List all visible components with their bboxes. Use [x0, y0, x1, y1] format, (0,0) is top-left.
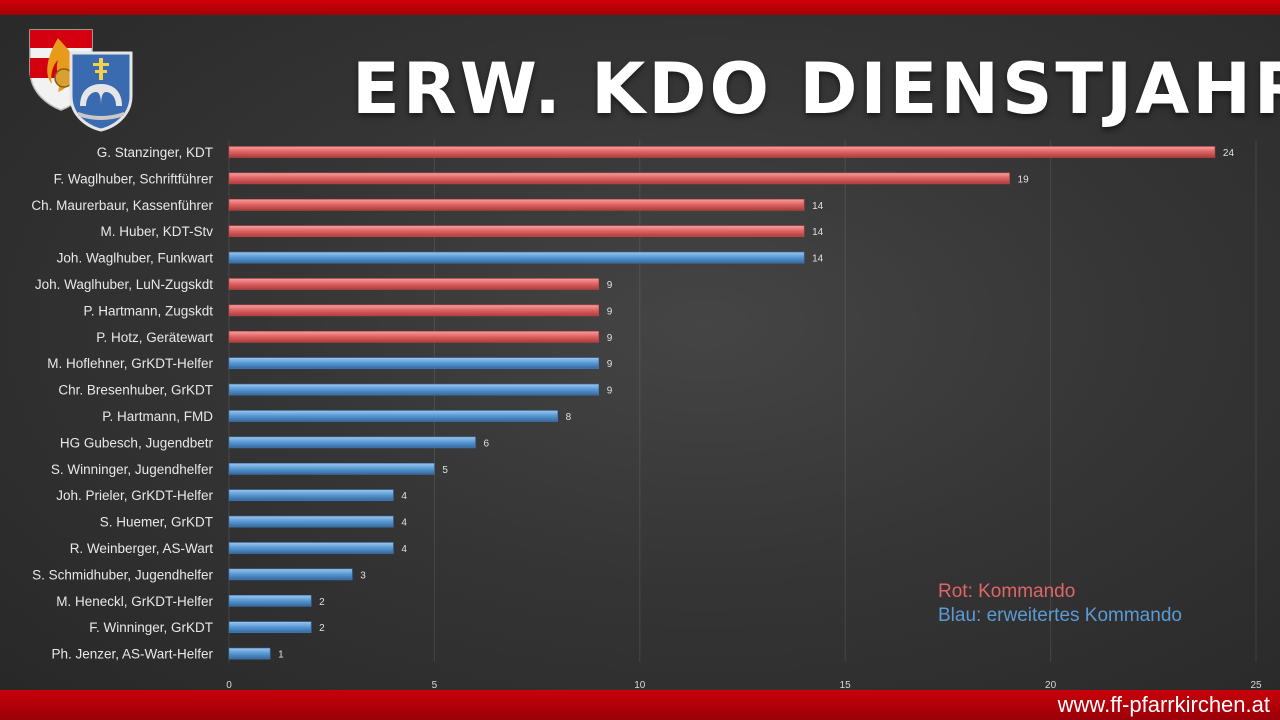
bar: [228, 542, 394, 554]
category-label: P. Hartmann, FMD: [102, 409, 213, 424]
bar: [228, 251, 805, 264]
category-label: M. Huber, KDT-Stv: [100, 224, 213, 239]
data-label: 3: [360, 570, 366, 581]
x-axis-ticks: 0 5 10 15 20 25: [226, 680, 1262, 691]
category-label: F. Winninger, GrKDT: [89, 620, 213, 635]
data-label: 14: [812, 254, 824, 265]
data-label: 2: [319, 597, 325, 608]
bar: [228, 357, 600, 370]
x-tick-label: 10: [634, 680, 646, 691]
data-label: 4: [401, 491, 407, 502]
x-tick-label: 15: [840, 680, 852, 691]
data-label: 14: [812, 201, 824, 212]
bar: [228, 199, 805, 211]
category-label: M. Heneckl, GrKDT-Helfer: [56, 594, 213, 609]
bar: [228, 621, 312, 634]
bar: [228, 489, 394, 502]
data-label: 9: [607, 280, 613, 291]
data-label: 2: [319, 623, 325, 634]
bar: [228, 225, 805, 237]
legend: Rot: Kommando Blau: erweitertes Kommando: [938, 580, 1182, 628]
data-label: 14: [812, 227, 824, 238]
data-label: 4: [401, 544, 407, 555]
data-label: 5: [442, 465, 448, 476]
municipal-coat-of-arms: [69, 51, 133, 132]
category-label: Ph. Jenzer, AS-Wart-Helfer: [51, 647, 213, 662]
x-tick-label: 5: [432, 680, 438, 691]
category-labels: G. Stanzinger, KDT F. Waglhuber, Schriftf…: [31, 145, 213, 662]
data-labels: 24 19 14 14 14 9 9 9 9 9 8 6 5 4 4 4 3 2 2 1: [278, 148, 1234, 661]
data-label: 8: [566, 412, 572, 423]
bar: [228, 330, 600, 343]
category-label: G. Stanzinger, KDT: [97, 145, 213, 160]
bar: [228, 410, 558, 422]
website-url: www.ff-pfarrkirchen.at: [1057, 692, 1270, 717]
top-red-band: [0, 0, 1280, 15]
category-label: Joh. Waglhuber, Funkwart: [57, 251, 214, 266]
category-label: F. Waglhuber, Schriftführer: [54, 171, 214, 186]
category-label: HG Gubesch, Jugendbetr: [60, 435, 214, 450]
bottom-red-band: [0, 690, 1280, 720]
bar: [228, 436, 476, 449]
bar: [228, 383, 600, 396]
x-tick-label: 20: [1045, 680, 1057, 691]
bars: [228, 146, 1216, 660]
bar: [228, 594, 312, 607]
category-label: P. Hotz, Gerätewart: [96, 330, 213, 345]
bar: [228, 278, 600, 290]
data-label: 9: [607, 386, 613, 397]
bar: [228, 462, 435, 475]
bar: [228, 647, 271, 660]
bar: [228, 146, 1216, 158]
data-label: 9: [607, 333, 613, 344]
data-label: 6: [483, 438, 489, 449]
data-label: 1: [278, 650, 284, 661]
bar: [228, 304, 600, 317]
category-label: S. Winninger, Jugendhelfer: [51, 462, 214, 477]
bar: [228, 515, 394, 528]
bar: [228, 568, 353, 581]
category-label: S. Huemer, GrKDT: [100, 515, 213, 530]
data-label: 9: [607, 306, 613, 317]
category-label: R. Weinberger, AS-Wart: [70, 541, 214, 556]
category-label: S. Schmidhuber, Jugendhelfer: [32, 567, 213, 582]
category-label: Joh. Prieler, GrKDT-Helfer: [56, 488, 213, 503]
bar: [228, 172, 1010, 185]
data-label: 9: [607, 359, 613, 370]
category-label: M. Hoflehner, GrKDT-Helfer: [47, 356, 213, 371]
data-label: 4: [401, 518, 407, 529]
category-label: Ch. Maurerbaur, Kassenführer: [31, 198, 213, 213]
category-label: Joh. Waglhuber, LuN-Zugskdt: [35, 277, 213, 292]
x-tick-label: 0: [226, 680, 232, 691]
slide-title: ERW. KDO DIENSTJAHRE: [352, 48, 1280, 130]
data-label: 24: [1223, 148, 1235, 159]
x-tick-label: 25: [1250, 680, 1262, 691]
category-label: Chr. Bresenhuber, GrKDT: [58, 383, 213, 398]
category-label: P. Hartmann, Zugskdt: [83, 303, 213, 318]
legend-kommando: Rot: Kommando: [938, 581, 1076, 602]
data-label: 19: [1018, 174, 1030, 185]
legend-erweitertes-kommando: Blau: erweitertes Kommando: [938, 605, 1182, 626]
